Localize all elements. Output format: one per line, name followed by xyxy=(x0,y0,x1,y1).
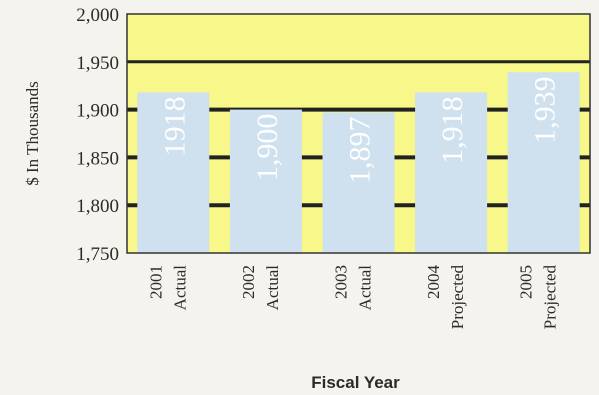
x-category-year: 2001 xyxy=(146,265,165,299)
x-category-status: Actual xyxy=(170,265,189,311)
x-category-status: Projected xyxy=(448,265,467,330)
bar-2003 xyxy=(322,112,395,253)
data-label: 1,939 xyxy=(529,76,562,144)
y-tick-label: 2,000 xyxy=(76,5,119,26)
x-category-year: 2005 xyxy=(517,265,536,299)
data-label: 1,897 xyxy=(344,116,377,184)
y-tick-label: 1,850 xyxy=(76,148,119,169)
x-category-label: 2005 Projected xyxy=(517,265,560,330)
y-tick-label: 1,800 xyxy=(76,196,119,217)
x-category-label: 2002 Actual xyxy=(239,265,282,311)
data-label: 1918 xyxy=(158,96,191,156)
x-category-year: 2003 xyxy=(332,265,351,299)
x-category-label: 2004 Projected xyxy=(424,265,467,330)
x-category-status: Projected xyxy=(541,265,560,330)
x-category-year: 2002 xyxy=(239,265,258,299)
bar-2001 xyxy=(137,92,210,253)
x-category-status: Actual xyxy=(356,265,375,311)
y-tick-label: 1,950 xyxy=(76,53,119,74)
bar-2005 xyxy=(507,72,580,253)
x-category-year: 2004 xyxy=(424,265,443,300)
y-tick-label: 1,750 xyxy=(76,244,119,265)
x-axis-title: Fiscal Year xyxy=(311,373,400,392)
x-category-label: 2001 Actual xyxy=(146,265,189,311)
x-category-status: Actual xyxy=(263,265,282,311)
y-tick-label: 1,900 xyxy=(76,101,119,122)
data-label: 1,900 xyxy=(251,114,284,182)
bar-2004 xyxy=(415,92,488,253)
plot-frame xyxy=(126,13,591,254)
data-label: 1,918 xyxy=(436,96,469,164)
x-category-label: 2003 Actual xyxy=(332,265,375,311)
y-axis-title: $ In Thousands xyxy=(23,81,42,186)
bar-2002 xyxy=(229,109,302,253)
